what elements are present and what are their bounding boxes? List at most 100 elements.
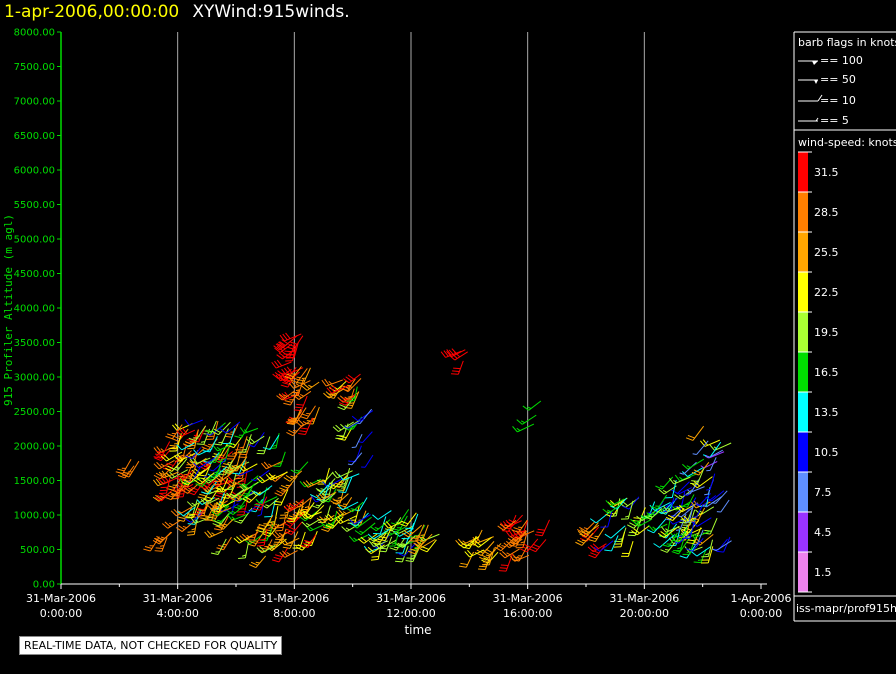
wind-barb: [692, 440, 709, 455]
speed-color-swatch: [798, 352, 808, 392]
wind-barb: [701, 546, 714, 564]
wind-barb: [152, 531, 172, 545]
wind-barb: [237, 475, 259, 488]
x-axis-label: time: [404, 623, 431, 637]
wind-barb: [512, 423, 535, 433]
wind-barb: [160, 451, 183, 462]
barb-legend-item: [798, 117, 819, 122]
wind-barb: [177, 506, 196, 517]
wind-barb: [633, 518, 653, 527]
wind-barb: [448, 351, 468, 361]
wind-barb: [226, 488, 248, 499]
wind-barb: [402, 524, 422, 538]
wind-barb: [301, 518, 321, 528]
wind-barb: [153, 441, 171, 459]
speed-color-swatch: [798, 432, 808, 472]
barb-legend-title: barb flags in knots: [798, 36, 896, 49]
wind-barb: [216, 500, 236, 508]
wind-barb: [276, 348, 296, 360]
wind-barb: [358, 431, 373, 444]
wind-barb: [668, 476, 691, 485]
legend-panel: barb flags in knots == 100 == 50 == 10 == 5 w…: [793, 31, 896, 622]
wind-barb: [238, 434, 252, 453]
wind-barb: [676, 502, 699, 513]
wind-barb: [716, 536, 731, 553]
wind-barb: [256, 528, 268, 547]
wind-barb: [247, 531, 265, 547]
wind-barb: [700, 461, 718, 469]
wind-barb: [674, 487, 692, 495]
speed-color-swatch: [798, 232, 808, 272]
wind-barb: [273, 451, 286, 467]
wind-barb: [213, 470, 226, 485]
wind-barb: [709, 442, 732, 451]
wind-barb: [184, 419, 203, 426]
wind-barb: [685, 425, 705, 441]
speed-legend-label: 28.5: [814, 206, 839, 219]
wind-barb: [298, 417, 314, 435]
wind-barb: [190, 516, 212, 524]
wind-barb: [692, 504, 704, 518]
wind-barb: [256, 474, 276, 484]
wind-barb: [315, 491, 337, 501]
wind-barb: [286, 335, 304, 350]
wind-barb: [604, 535, 619, 552]
speed-legend-label: 22.5: [814, 286, 839, 299]
wind-barb: [528, 539, 547, 553]
wind-barb: [187, 519, 198, 536]
speed-legend-label: 16.5: [814, 366, 839, 379]
wind-barb: [181, 474, 199, 486]
wind-barb: [613, 531, 626, 548]
wind-barb: [279, 537, 300, 546]
wind-barb: [174, 470, 193, 482]
wind-barb: [222, 427, 236, 445]
y-tick-label: 1500.00: [14, 476, 55, 487]
wind-barb: [367, 528, 390, 540]
wind-barb: [405, 513, 419, 530]
wind-barb: [681, 467, 704, 477]
wind-barb: [286, 342, 299, 359]
wind-barb: [283, 470, 303, 482]
quality-note: REAL-TIME DATA, NOT CHECKED FOR QUALITY: [19, 636, 283, 655]
speed-color-swatch: [798, 392, 808, 432]
x-tick-label: 31-Mar-2006: [376, 592, 446, 605]
wind-barb: [256, 436, 271, 455]
wind-barb: [176, 427, 196, 437]
x-tick-label: 20:00:00: [620, 607, 669, 620]
wind-barb: [515, 532, 528, 549]
wind-barb: [497, 520, 517, 531]
wind-barb: [213, 428, 229, 446]
wind-barb: [348, 445, 362, 463]
wind-barb: [348, 514, 371, 525]
speed-color-swatch: [798, 312, 808, 352]
wind-barb: [389, 537, 406, 551]
wind-barb: [331, 470, 353, 479]
wind-barb: [200, 504, 215, 520]
wind-barb: [593, 540, 614, 552]
speed-color-swatch: [798, 272, 808, 312]
wind-barb: [372, 510, 392, 520]
wind-barb: [336, 497, 353, 510]
wind-barb: [299, 405, 316, 420]
wind-barb: [300, 534, 317, 548]
y-tick-label: 0.00: [33, 580, 55, 591]
wind-barb: [261, 460, 284, 470]
barb-legend-label: == 10: [820, 94, 856, 107]
wind-barb: [387, 531, 400, 547]
wind-barb: [631, 525, 650, 536]
wind-barb: [175, 521, 195, 532]
wind-barb: [351, 433, 363, 448]
wind-barb: [575, 532, 594, 546]
title-date: 1-apr-2006,00:00:00: [4, 2, 180, 22]
y-tick-label: 2000.00: [14, 442, 55, 453]
wind-barb: [234, 422, 251, 439]
wind-barb: [674, 473, 697, 482]
wind-barb: [510, 530, 527, 545]
wind-barb: [588, 525, 606, 543]
wind-barb: [172, 423, 193, 432]
source-label: iss-mapr/prof915h: [796, 602, 896, 615]
y-tick-label: 3000.00: [14, 373, 55, 384]
wind-barb: [338, 393, 356, 406]
wind-barb: [325, 513, 344, 522]
